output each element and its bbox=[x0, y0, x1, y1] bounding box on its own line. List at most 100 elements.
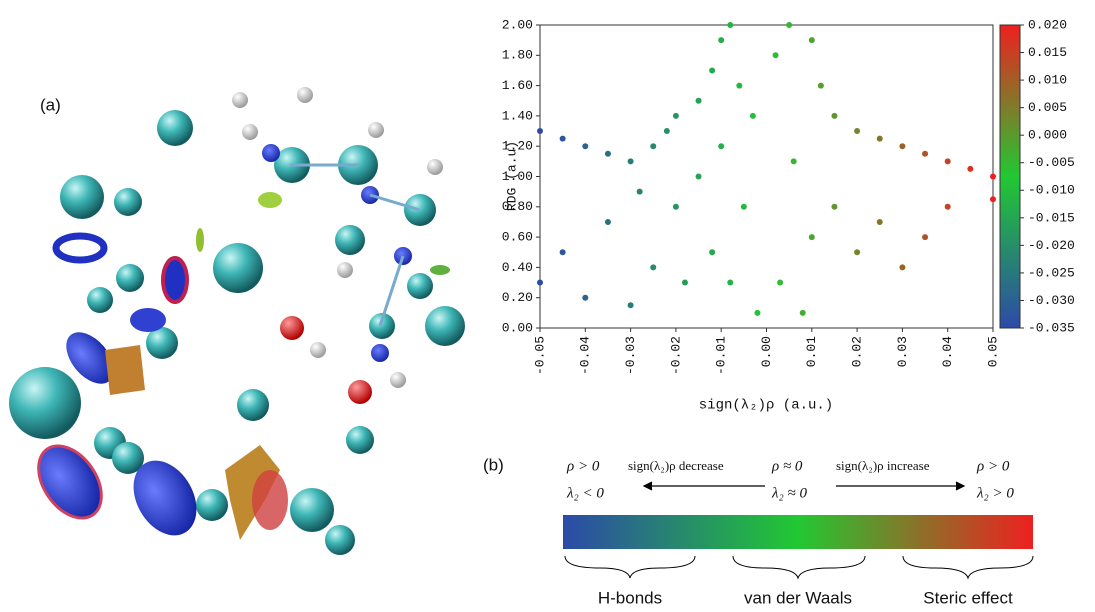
color-scale bbox=[563, 515, 1033, 549]
point bbox=[727, 22, 734, 28]
point bbox=[604, 150, 611, 157]
point bbox=[537, 279, 543, 286]
y-tick-label: 1.80 bbox=[502, 48, 533, 63]
x-axis-label: sign(λ₂)ρ (a.u.) bbox=[699, 398, 833, 414]
colorbar-tick-label: 0.015 bbox=[1028, 45, 1067, 60]
point bbox=[695, 173, 702, 180]
point bbox=[899, 143, 906, 150]
condition: ρ > 0 bbox=[566, 458, 600, 474]
y-tick-label: 0.20 bbox=[502, 290, 533, 305]
point bbox=[650, 264, 657, 271]
y-tick-label: 0.00 bbox=[502, 320, 533, 335]
colorbar-tick-label: -0.025 bbox=[1028, 265, 1075, 280]
point bbox=[663, 128, 670, 135]
colorbar-tick-label: 0.020 bbox=[1028, 17, 1067, 32]
colorbar-tick-label: -0.020 bbox=[1028, 238, 1075, 253]
x-tick-label: 0.03 bbox=[895, 336, 910, 367]
colorbar-tick-label: 0.000 bbox=[1028, 128, 1067, 143]
point bbox=[922, 234, 929, 241]
point bbox=[740, 203, 747, 210]
point bbox=[604, 218, 611, 225]
point bbox=[899, 264, 906, 271]
x-tick-label: 0.00 bbox=[759, 336, 774, 367]
braces bbox=[564, 555, 1034, 580]
region-labels: H-bonds van der Waals Steric effect bbox=[598, 588, 1013, 607]
colorbar-tick-label: 0.010 bbox=[1028, 73, 1067, 88]
point bbox=[559, 249, 566, 256]
condition: λ₂ ≈ 0 bbox=[771, 485, 807, 501]
y-axis-label: RDG (a.u) bbox=[504, 141, 519, 211]
x-tick-label: 0.01 bbox=[804, 336, 819, 367]
colorbar-tick-label: -0.030 bbox=[1028, 293, 1075, 308]
point bbox=[754, 309, 761, 316]
trend-label: sign(λ₂)ρ decrease bbox=[628, 458, 724, 473]
x-tick-label: -0.02 bbox=[668, 336, 683, 375]
x-tick-label: -0.05 bbox=[532, 336, 547, 375]
condition: ρ ≈ 0 bbox=[771, 458, 803, 474]
point bbox=[582, 143, 589, 150]
y-tick-label: 1.00 bbox=[502, 169, 533, 184]
point bbox=[537, 128, 543, 135]
y-tick-label: 1.20 bbox=[502, 139, 533, 154]
point bbox=[681, 279, 688, 286]
point bbox=[790, 158, 797, 165]
point bbox=[967, 165, 974, 172]
colorbar-tick-label: -0.010 bbox=[1028, 183, 1075, 198]
molecular-render bbox=[9, 87, 465, 555]
point bbox=[817, 82, 824, 89]
point bbox=[831, 112, 838, 119]
point bbox=[736, 82, 743, 89]
colorbar-tick-label: -0.005 bbox=[1028, 155, 1075, 170]
colorbar-tick-label: -0.015 bbox=[1028, 210, 1075, 225]
point bbox=[718, 143, 725, 150]
plot-frame bbox=[539, 24, 994, 329]
colorbar bbox=[999, 24, 1021, 329]
point bbox=[627, 302, 634, 309]
point bbox=[718, 37, 725, 44]
point bbox=[709, 67, 716, 74]
point bbox=[990, 196, 996, 203]
point bbox=[695, 97, 702, 104]
point bbox=[672, 203, 679, 210]
y-tick-label: 0.60 bbox=[502, 230, 533, 245]
point bbox=[922, 150, 929, 157]
point bbox=[559, 135, 566, 142]
point bbox=[944, 158, 951, 165]
point bbox=[582, 294, 589, 301]
condition: λ₂ > 0 bbox=[976, 485, 1014, 501]
point bbox=[808, 37, 815, 44]
point bbox=[627, 158, 634, 165]
point bbox=[854, 128, 861, 135]
trend-label: sign(λ₂)ρ increase bbox=[836, 458, 930, 473]
x-tick-label: -0.03 bbox=[623, 336, 638, 375]
y-tick-label: 2.00 bbox=[502, 17, 533, 32]
point bbox=[709, 249, 716, 256]
point bbox=[876, 218, 883, 225]
point bbox=[777, 279, 784, 286]
x-tick-label: 0.02 bbox=[850, 336, 865, 367]
point bbox=[876, 135, 883, 142]
y-tick-label: 1.60 bbox=[502, 78, 533, 93]
point bbox=[831, 203, 838, 210]
panel-b-labels: ρ > 0 λ₂ < 0 sign(λ₂)ρ decrease ρ ≈ 0 λ₂… bbox=[566, 458, 1014, 501]
y-tick-label: 1.40 bbox=[502, 108, 533, 123]
arrows bbox=[642, 481, 966, 491]
point bbox=[799, 309, 806, 316]
panel-label: (b) bbox=[483, 455, 504, 474]
region-label: H-bonds bbox=[598, 588, 662, 607]
region-label: van der Waals bbox=[744, 588, 852, 607]
panel-label: (a) bbox=[40, 95, 61, 114]
point bbox=[854, 249, 861, 256]
x-tick-label: -0.01 bbox=[714, 336, 729, 375]
x-tick-label: 0.05 bbox=[985, 336, 1000, 367]
colorbar-tick-label: 0.005 bbox=[1028, 100, 1067, 115]
point bbox=[808, 234, 815, 241]
colorbar-tick-label: -0.035 bbox=[1028, 320, 1075, 335]
point bbox=[990, 173, 996, 180]
x-tick-label: 0.04 bbox=[940, 336, 955, 367]
y-tick-label: 0.40 bbox=[502, 260, 533, 275]
region-label: Steric effect bbox=[923, 588, 1013, 607]
condition: ρ > 0 bbox=[976, 458, 1010, 474]
point bbox=[772, 52, 779, 59]
